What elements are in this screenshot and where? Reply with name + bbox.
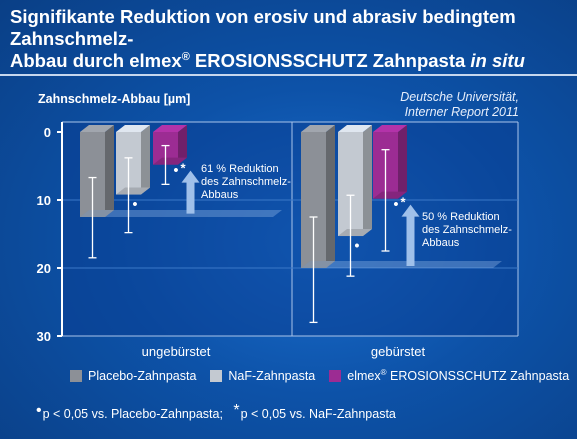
legend: Placebo-Zahnpasta NaF-Zahnpasta elmex® E… — [70, 368, 577, 383]
y-tick-label-0: 0 — [44, 125, 51, 140]
reduction-label-0-line-2: des Zahnschmelz- — [201, 176, 291, 188]
bar-bottom-0-1 — [301, 261, 335, 268]
footnote: •p < 0,05 vs. Placebo-Zahnpasta; *p < 0,… — [36, 402, 396, 421]
category-label-1: gebürstet — [371, 344, 426, 359]
legend-item-elmex: elmex® EROSIONSSCHUTZ Zahnpasta — [329, 368, 569, 383]
legend-item-naf: NaF-Zahnpasta — [210, 369, 315, 383]
legend-elmex-product: EROSIONSSCHUTZ Zahnpasta — [386, 369, 570, 384]
sig-star-elmex-0: * — [181, 161, 187, 176]
bar-bottom-0-0 — [80, 210, 114, 217]
bar-side-2-1 — [398, 125, 407, 199]
footnote-star-text: p < 0,05 vs. NaF-Zahnpasta — [240, 407, 396, 421]
bar-side-0-0 — [105, 125, 114, 217]
legend-label-elmex: elmex® EROSIONSSCHUTZ Zahnpasta — [347, 368, 569, 383]
title-registered-mark: ® — [181, 50, 190, 63]
y-tick-label-10: 10 — [37, 193, 51, 208]
y-tick-label-20: 20 — [37, 261, 51, 276]
bar-side-1-1 — [363, 125, 372, 237]
bar-bottom-1-0 — [116, 187, 150, 195]
legend-elmex-brand: elmex — [347, 369, 381, 384]
placebo-level-slab-0 — [80, 210, 282, 217]
legend-label-placebo: Placebo-Zahnpasta — [88, 368, 197, 383]
reduction-label-0-line-3: Abbaus — [201, 189, 239, 201]
y-axis-label: Zahnschmelz-Abbau [µm] — [38, 92, 191, 106]
sig-star-elmex-1: * — [401, 195, 407, 210]
title-line-2b: EROSIONSSCHUTZ Zahnpasta — [189, 50, 471, 71]
placebo-level-slab-1 — [301, 261, 502, 268]
chart-title: Signifikante Reduktion von erosiv und ab… — [10, 6, 570, 72]
reduction-arrow-shaft-0 — [186, 180, 195, 214]
bar-top-1-1 — [338, 125, 372, 132]
reduction-arrow-head-1 — [401, 204, 420, 217]
bar-top-1-0 — [116, 125, 150, 132]
sig-dot-naf-1: • — [355, 237, 360, 253]
legend-swatch-elmex — [329, 369, 342, 382]
bar-top-2-0 — [153, 125, 187, 132]
sig-dot-naf-0: • — [133, 196, 138, 212]
y-tick-label-30: 30 — [37, 329, 51, 344]
bar-bottom-1-1 — [338, 229, 372, 237]
bar-top-0-1 — [301, 125, 335, 132]
reduction-label-1-line-3: Abbaus — [422, 237, 460, 249]
title-in-situ: in situ — [470, 50, 525, 71]
reduction-arrow-head-0 — [181, 170, 200, 183]
footnote-star-symbol: * — [233, 402, 240, 419]
title-line-2a: Abbau durch elmex — [10, 50, 182, 71]
title-divider — [0, 74, 577, 76]
source-note: Deutsche Universität, Interner Report 20… — [400, 90, 519, 120]
legend-swatch-naf — [210, 369, 223, 382]
source-line-2: Interner Report 2011 — [404, 105, 519, 119]
bar-top-2-1 — [373, 125, 407, 132]
footnote-dot-symbol: • — [36, 402, 42, 419]
bar-side-1-0 — [141, 125, 150, 195]
bar-bottom-2-0 — [153, 157, 187, 165]
bar-bottom-2-1 — [373, 191, 407, 199]
bar-side-2-0 — [178, 125, 187, 165]
legend-item-placebo: Placebo-Zahnpasta — [70, 369, 196, 383]
title-line-1: Signifikante Reduktion von erosiv und ab… — [10, 6, 516, 49]
bar-top-0-0 — [80, 125, 114, 132]
reduction-arrow-shaft-1 — [406, 214, 415, 266]
sig-dot-elmex-0: • — [174, 162, 179, 178]
reduction-label-1-line-1: 50 % Reduktion — [422, 211, 500, 223]
category-label-0: ungebürstet — [142, 344, 211, 359]
footnote-dot-text: p < 0,05 vs. Placebo-Zahnpasta; — [42, 407, 223, 421]
legend-label-naf: NaF-Zahnpasta — [228, 368, 316, 383]
reduction-label-0-line-1: 61 % Reduktion — [201, 163, 279, 175]
sig-dot-elmex-1: • — [394, 196, 399, 212]
bar-side-0-1 — [326, 125, 335, 268]
legend-registered-mark: ® — [380, 368, 387, 377]
reduction-label-1-line-2: des Zahnschmelz- — [422, 224, 512, 236]
legend-swatch-placebo — [70, 369, 82, 382]
source-line-1: Deutsche Universität, — [400, 90, 519, 104]
